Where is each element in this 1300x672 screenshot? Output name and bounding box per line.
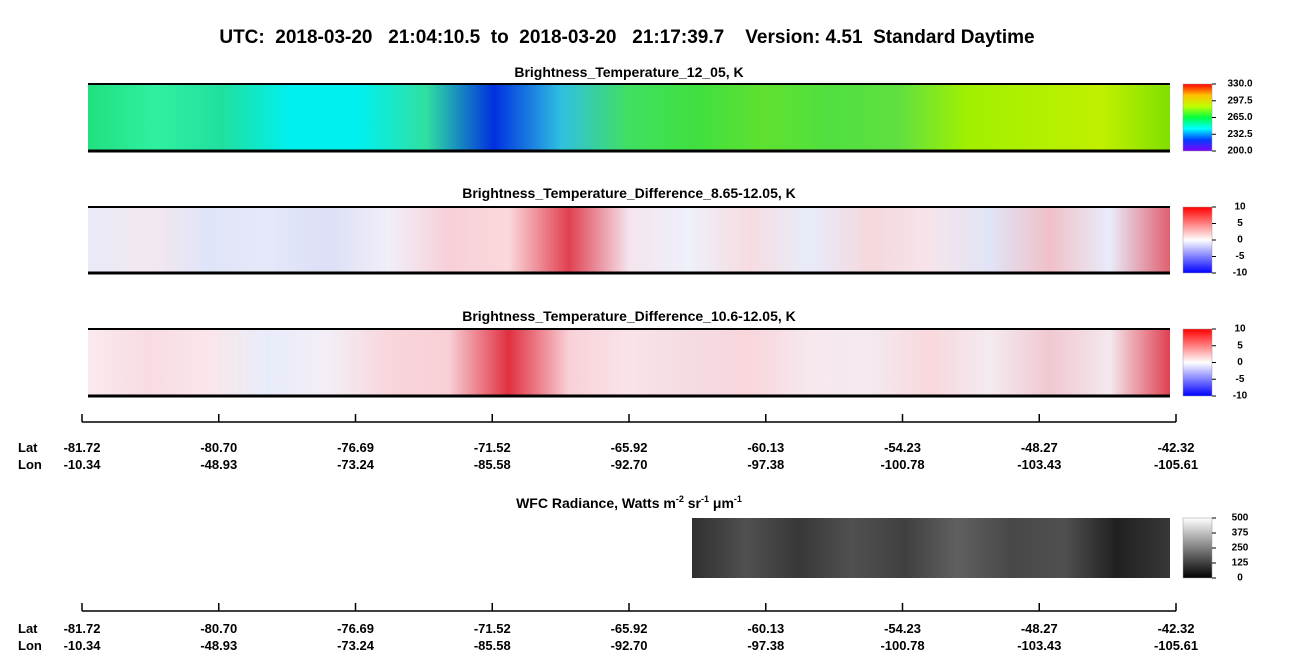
lat-label: -48.27 xyxy=(1021,440,1058,455)
colorbar xyxy=(1182,83,1213,152)
heatmap-image xyxy=(88,329,1170,396)
lon-label: -100.78 xyxy=(880,457,924,472)
lat-label: -60.13 xyxy=(747,440,784,455)
lon-label: -48.93 xyxy=(200,457,237,472)
lat-label: -76.69 xyxy=(337,621,374,636)
colorbar-tick-label: 330.0 xyxy=(1227,79,1252,90)
colorbar xyxy=(1182,206,1213,274)
colorbar xyxy=(1182,328,1213,397)
colorbar-tick-label: 232.5 xyxy=(1227,129,1252,140)
row-label: Lat xyxy=(18,621,38,636)
lon-label: -48.93 xyxy=(200,638,237,653)
lat-label: -76.69 xyxy=(337,440,374,455)
lon-label: -10.34 xyxy=(64,638,102,653)
colorbar-tick-label: -5 xyxy=(1236,374,1245,385)
heatmap-image xyxy=(88,84,1170,151)
colorbar-tick-label: 0 xyxy=(1237,573,1243,584)
title-part: μm xyxy=(709,495,734,511)
heatmap-image xyxy=(88,207,1170,273)
colorbar-tick-label: 500 xyxy=(1232,513,1249,524)
colorbar-tick-label: 10 xyxy=(1234,202,1246,213)
lon-label: -105.61 xyxy=(1154,457,1198,472)
panel-title: Brightness_Temperature_Difference_10.6-1… xyxy=(462,308,796,324)
lat-label: -65.92 xyxy=(611,621,648,636)
lat-label: -48.27 xyxy=(1021,621,1058,636)
colorbar-tick-label: 5 xyxy=(1237,218,1243,229)
colorbar-tick-label: 0 xyxy=(1237,235,1243,246)
colorbar-tick-label: 5 xyxy=(1237,340,1243,351)
page-title: UTC: 2018-03-20 21:04:10.5 to 2018-03-20… xyxy=(219,27,1034,48)
lon-label: -100.78 xyxy=(880,638,924,653)
panel-title: WFC Radiance, Watts m-2 sr-1 μm-1 xyxy=(516,494,742,511)
colorbar-tick-label: 0 xyxy=(1237,357,1243,368)
lon-label: -92.70 xyxy=(611,638,648,653)
colorbar-tick-label: 200.0 xyxy=(1227,146,1252,157)
lat-label: -54.23 xyxy=(884,440,921,455)
lat-label: -65.92 xyxy=(611,440,648,455)
lat-label: -81.72 xyxy=(64,621,101,636)
lat-label: -71.52 xyxy=(474,621,511,636)
heatmap-image xyxy=(692,518,1170,578)
lat-label: -54.23 xyxy=(884,621,921,636)
lon-label: -97.38 xyxy=(747,457,784,472)
lon-label: -105.61 xyxy=(1154,638,1198,653)
lon-label: -97.38 xyxy=(747,638,784,653)
superscript: -1 xyxy=(701,494,709,504)
lon-label: -103.43 xyxy=(1017,638,1061,653)
panel-title: Brightness_Temperature_Difference_8.65-1… xyxy=(462,185,796,201)
title-part: WFC Radiance, Watts m xyxy=(516,495,676,511)
lon-label: -85.58 xyxy=(474,638,511,653)
colorbar xyxy=(1182,517,1213,579)
colorbar-tick-label: -10 xyxy=(1233,391,1248,402)
title-part: sr xyxy=(684,495,702,511)
lon-label: -10.34 xyxy=(64,457,102,472)
colorbar-tick-label: 297.5 xyxy=(1227,95,1252,106)
lon-label: -103.43 xyxy=(1017,457,1061,472)
row-label: Lon xyxy=(18,457,42,472)
lat-label: -80.70 xyxy=(200,440,237,455)
lon-label: -73.24 xyxy=(337,457,375,472)
colorbar-tick-label: -10 xyxy=(1233,268,1248,279)
colorbar-tick-label: 250 xyxy=(1232,543,1249,554)
colorbar-tick-label: 125 xyxy=(1232,558,1249,569)
superscript: -2 xyxy=(676,494,684,504)
row-label: Lat xyxy=(18,440,38,455)
colorbar-tick-label: 375 xyxy=(1232,528,1249,539)
lon-label: -92.70 xyxy=(611,457,648,472)
lon-label: -85.58 xyxy=(474,457,511,472)
superscript: -1 xyxy=(734,494,742,504)
colorbar-tick-label: 265.0 xyxy=(1227,112,1252,123)
lat-label: -71.52 xyxy=(474,440,511,455)
row-label: Lon xyxy=(18,638,42,653)
lon-label: -73.24 xyxy=(337,638,375,653)
lat-label: -42.32 xyxy=(1158,440,1195,455)
lat-label: -60.13 xyxy=(747,621,784,636)
panel-title: Brightness_Temperature_12_05, K xyxy=(514,64,743,80)
colorbar-tick-label: -5 xyxy=(1236,251,1245,262)
lat-label: -80.70 xyxy=(200,621,237,636)
colorbar-tick-label: 10 xyxy=(1234,324,1246,335)
lat-label: -81.72 xyxy=(64,440,101,455)
lat-label: -42.32 xyxy=(1158,621,1195,636)
